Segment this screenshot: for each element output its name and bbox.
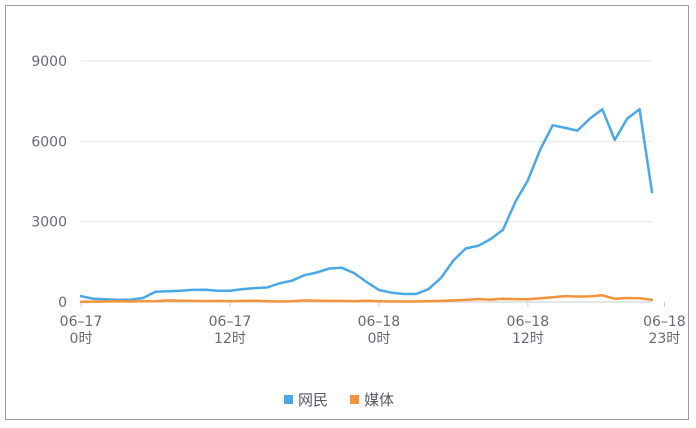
x-tick-label: 06–18 [358, 314, 401, 330]
y-tick-label: 6000 [31, 134, 67, 150]
legend[interactable]: 网民 媒体 [284, 391, 394, 409]
chart-frame: 0 3000 6000 9000 06–17 0时 06–17 12时 06–18 0时 06–1… [5, 5, 689, 420]
series-line [79, 107, 654, 302]
legend-swatch [284, 395, 293, 404]
x-tick-label: 12时 [512, 331, 544, 347]
y-axis: 0 3000 6000 9000 [31, 54, 67, 311]
y-tick-label: 9000 [31, 54, 67, 70]
x-tick-label: 12时 [214, 331, 246, 347]
series-line [79, 294, 654, 303]
legend-item[interactable]: 网民 [284, 391, 328, 409]
legend-item[interactable]: 媒体 [350, 391, 394, 409]
x-tick-label: 06–18 [507, 314, 550, 330]
legend-swatch [350, 395, 359, 404]
legend-label: 媒体 [364, 391, 394, 409]
x-tick-label: 06–18 [643, 314, 686, 330]
x-tick-label: 0时 [367, 331, 390, 347]
grid-lines [81, 60, 652, 303]
x-tick-label: 23时 [648, 331, 680, 347]
x-tick-label: 0时 [70, 331, 93, 347]
legend-label: 网民 [298, 391, 328, 409]
series-lines [79, 107, 654, 303]
y-tick-label: 0 [58, 295, 67, 311]
y-tick-label: 3000 [31, 215, 67, 231]
x-tick-label: 06–17 [60, 314, 103, 330]
x-tick-label: 06–17 [209, 314, 252, 330]
